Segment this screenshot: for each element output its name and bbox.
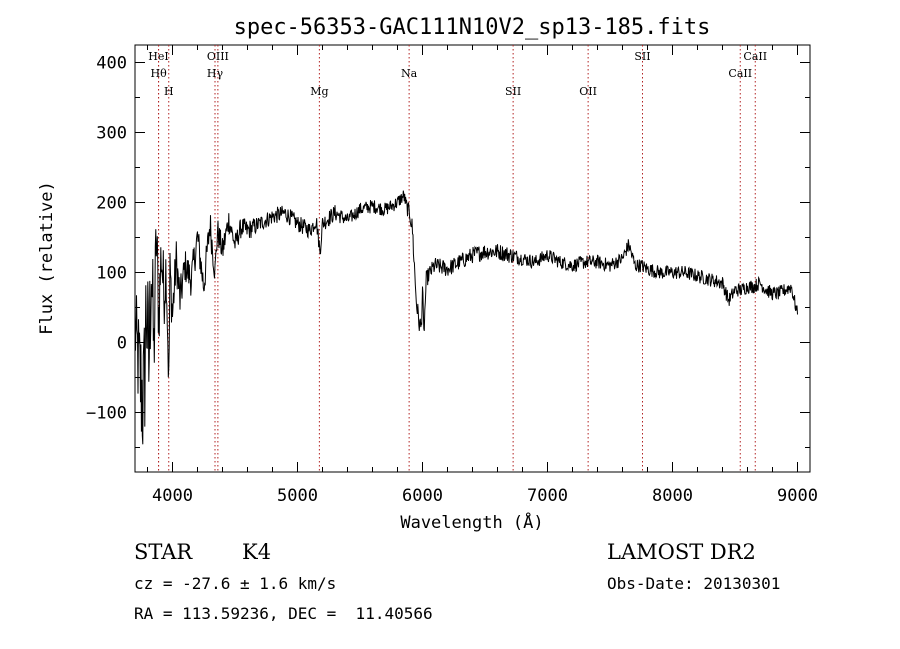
reference-line-label: Hγ <box>207 67 224 80</box>
reference-line-label: H <box>164 85 174 98</box>
coords-text: RA = 113.59236, DEC = 11.40566 <box>134 604 433 623</box>
series-group <box>134 190 798 445</box>
y-tick-label: 200 <box>96 194 127 214</box>
y-tick-label: 400 <box>96 54 127 74</box>
x-tick-label: 8000 <box>652 486 693 506</box>
reference-line-label: HeI <box>148 50 168 63</box>
y-tick-label: −100 <box>86 404 127 424</box>
reference-line-label: OIII <box>207 50 229 63</box>
chart-title: spec-56353-GAC111N10V2_sp13-185.fits <box>234 15 711 40</box>
x-tick-label: 5000 <box>277 486 318 506</box>
x-tick-label: 4000 <box>152 486 193 506</box>
y-tick-label: 300 <box>96 124 127 144</box>
cz-text: cz = -27.6 ± 1.6 km/s <box>134 574 337 593</box>
y-tick-label: 100 <box>96 264 127 284</box>
x-axis: 4000 5000 6000 7000 8000 9000 <box>147 45 818 506</box>
spectrum-series-line <box>134 190 798 445</box>
y-axis: −100 0 100 200 300 400 <box>86 54 810 448</box>
reference-line-label: CaII <box>743 50 767 63</box>
y-tick-label: 0 <box>117 334 127 354</box>
reference-line-label: Hθ <box>151 67 168 80</box>
x-tick-label: 6000 <box>402 486 443 506</box>
x-tick-label: 9000 <box>777 486 818 506</box>
survey-label: LAMOST DR2 <box>607 540 756 564</box>
reference-line-label: Mg <box>310 85 328 98</box>
reference-line-label: SII <box>634 50 650 63</box>
reference-line-label: OII <box>579 85 597 98</box>
x-tick-label: 7000 <box>527 486 568 506</box>
obs-date-text: Obs-Date: 20130301 <box>607 574 781 593</box>
y-axis-label: Flux (relative) <box>37 181 57 335</box>
reference-line-label: CaII <box>728 67 752 80</box>
class-label: STAR <box>134 540 193 564</box>
x-axis-label: Wavelength (Å) <box>400 511 543 533</box>
reference-line-label: Na <box>401 67 418 80</box>
reference-line-label: SII <box>505 85 521 98</box>
subclass-label: K4 <box>242 540 272 564</box>
